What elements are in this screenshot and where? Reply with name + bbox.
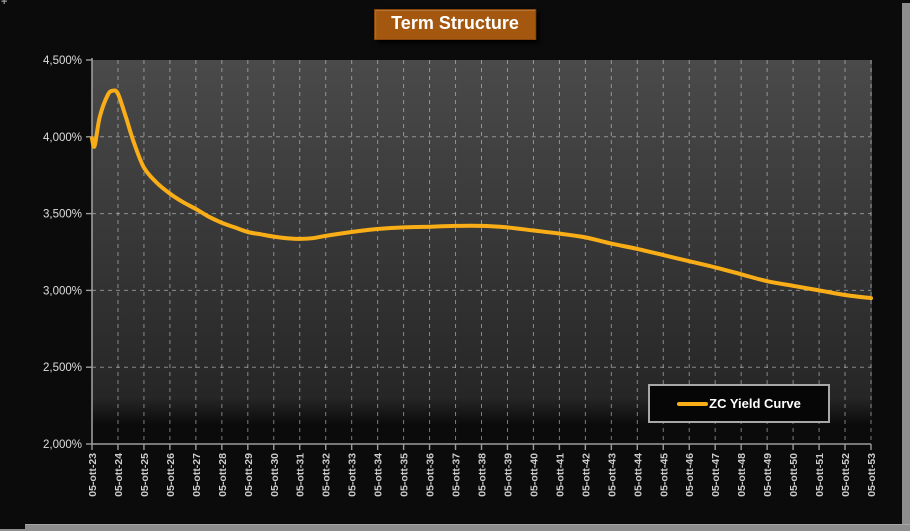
- x-axis-tick-label: 05-ott-38: [477, 453, 489, 497]
- x-axis-tick-label: 05-ott-51: [814, 453, 826, 497]
- y-axis-tick-label: 2,500%: [43, 362, 82, 374]
- yield-curve-path: [90, 88, 873, 301]
- y-axis-tick-label: 3,500%: [43, 209, 82, 221]
- x-axis-tick-label: 05-ott-36: [425, 453, 437, 497]
- x-axis-tick-label: 05-ott-26: [165, 453, 177, 497]
- bottom-left-chrome-strip: [0, 529, 25, 531]
- x-axis-tick-label: 05-ott-33: [347, 453, 359, 497]
- y-axis-tick-label: 4,000%: [43, 132, 82, 144]
- chart-title: Term Structure: [374, 9, 536, 40]
- x-axis-tick-label: 05-ott-40: [528, 453, 540, 497]
- x-axis-tick-label: 05-ott-27: [191, 453, 203, 497]
- x-axis-tick-label: 05-ott-50: [788, 453, 800, 497]
- x-axis-tick-label: 05-ott-44: [632, 453, 644, 497]
- x-axis-tick-label: 05-ott-24: [113, 453, 125, 497]
- legend-label: ZC Yield Curve: [709, 396, 801, 411]
- x-axis-tick-label: 05-ott-41: [554, 453, 566, 497]
- x-axis-tick-label: 05-ott-23: [87, 453, 99, 497]
- x-axis-tick-label: 05-ott-29: [243, 453, 255, 497]
- x-axis-tick-label: 05-ott-47: [710, 453, 722, 497]
- y-axis-tick-label: 2,000%: [43, 439, 82, 451]
- x-axis-tick-label: 05-ott-53: [866, 453, 878, 497]
- x-axis-tick-label: 05-ott-37: [451, 453, 463, 497]
- x-axis-tick-label: 05-ott-39: [502, 453, 514, 497]
- x-axis-tick-label: 05-ott-34: [373, 453, 385, 497]
- right-chrome-strip: [902, 3, 910, 531]
- grid-corner-marker: +: [1, 0, 8, 8]
- x-axis-tick-label: 05-ott-28: [217, 453, 229, 497]
- legend: ZC Yield Curve: [648, 384, 830, 423]
- x-axis-tick-label: 05-ott-52: [840, 453, 852, 497]
- x-axis-tick-label: 05-ott-25: [139, 453, 151, 497]
- x-axis-tick-label: 05-ott-48: [736, 453, 748, 497]
- y-axis-tick-label: 4,500%: [43, 55, 82, 67]
- bottom-chrome-strip: [25, 524, 910, 531]
- x-axis-tick-label: 05-ott-45: [658, 453, 670, 497]
- x-axis-tick-label: 05-ott-46: [684, 453, 696, 497]
- y-axis-tick-label: 3,000%: [43, 285, 82, 297]
- x-axis-tick-label: 05-ott-42: [580, 453, 592, 497]
- x-axis-tick-label: 05-ott-30: [269, 453, 281, 497]
- x-axis-tick-label: 05-ott-49: [762, 453, 774, 497]
- x-axis-tick-label: 05-ott-32: [321, 453, 333, 497]
- x-axis-tick-label: 05-ott-35: [399, 453, 411, 497]
- x-axis-tick-label: 05-ott-31: [295, 453, 307, 497]
- legend-line-sample: [677, 401, 709, 406]
- x-axis-tick-label: 05-ott-43: [606, 453, 618, 497]
